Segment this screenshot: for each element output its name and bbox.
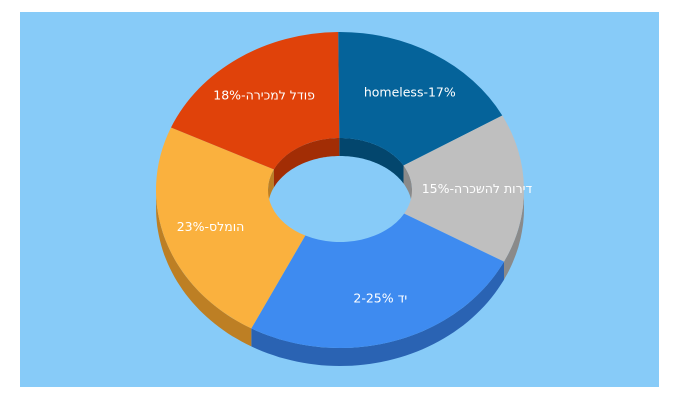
slice-label-3: הומלס-23% [177,219,245,234]
slice-3 [156,127,306,329]
slice-1 [403,115,524,262]
slice-label-2: יד 2-25% [353,291,407,306]
slice-4 [171,32,340,170]
slice-inner-wall-3 [268,169,274,208]
slice-side-3 [156,193,252,347]
slice-2 [251,213,504,348]
slice-label-4: פודל למכירה-18% [213,88,315,103]
slice-inner-wall-0 [339,138,404,184]
slice-side-2 [251,261,504,366]
slice-inner-wall-1 [403,165,412,208]
slice-inner-wall-4 [273,138,340,188]
slice-label-1: דירות להשכרה-15% [422,181,533,196]
slice-side-1 [504,191,524,280]
slice-label-0: homeless-17% [364,84,456,99]
slice-0 [338,32,503,166]
